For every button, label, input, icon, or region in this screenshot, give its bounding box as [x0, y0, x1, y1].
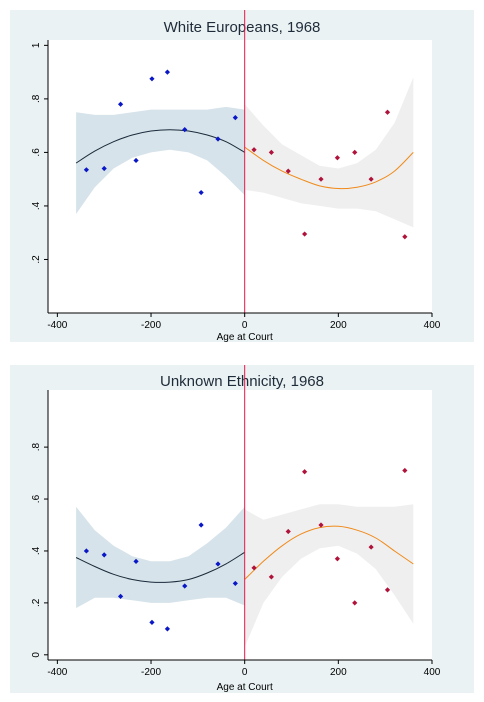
data-point-right: [318, 522, 324, 528]
data-point-right: [302, 231, 308, 237]
data-point-right: [402, 467, 408, 474]
data-point-left: [182, 127, 188, 133]
data-point-left: [149, 76, 155, 82]
data-point-right: [268, 574, 274, 580]
chart-title: White Europeans, 1968: [164, 19, 321, 36]
y-tick-label: 1: [31, 42, 42, 48]
y-tick-label: .4: [31, 201, 42, 210]
data-point-right: [251, 565, 257, 571]
data-point-right: [368, 544, 374, 550]
data-point-right: [352, 600, 358, 606]
data-point-left: [198, 522, 204, 528]
left-fit-line: [75, 551, 245, 583]
x-tick-label: 0: [242, 320, 248, 331]
data-point-left: [83, 167, 89, 173]
data-point-left: [232, 115, 238, 121]
right-fit-line: [244, 525, 414, 580]
data-point-left: [182, 583, 188, 589]
data-point-left: [164, 69, 171, 75]
x-tick-label: 200: [330, 667, 347, 678]
data-point-right: [334, 155, 341, 161]
data-point-left: [101, 552, 107, 558]
data-point-right: [384, 587, 391, 593]
data-point-left: [215, 561, 221, 567]
y-tick-label: .6: [31, 494, 42, 503]
x-tick-label: 400: [424, 667, 441, 678]
data-point-left: [101, 165, 107, 172]
y-tick-label: .4: [31, 546, 42, 555]
data-point-left: [117, 101, 124, 107]
x-axis-label: Age at Court: [217, 332, 273, 343]
data-point-left: [133, 157, 139, 164]
data-point-right: [352, 149, 358, 156]
data-point-right: [285, 168, 291, 174]
right-confidence-band: [244, 504, 414, 647]
x-tick-label: -200: [141, 667, 161, 678]
data-point-right: [268, 149, 274, 156]
chart-panel-2: Unknown Ethnicity, 1968 0 .2 .4 .6 .8 -400 -200…: [10, 365, 474, 693]
x-tick-label: -200: [141, 320, 161, 331]
y-tick-label: .6: [31, 148, 42, 157]
x-axis-label: Age at Court: [217, 682, 273, 693]
y-tick-label: .8: [31, 443, 42, 452]
data-point-left: [215, 136, 221, 142]
data-point-left: [133, 558, 139, 564]
y-tick-label: .8: [31, 94, 42, 103]
data-point-right: [368, 176, 374, 182]
data-point-right: [285, 528, 291, 535]
x-tick-label: -400: [47, 667, 67, 678]
chart-panel-1: White Europeans, 1968 .2 .4 .6 .8 1 -400 -200 0 2…: [10, 10, 474, 343]
x-tick-label: 0: [242, 667, 248, 678]
x-tick-label: 400: [424, 320, 441, 331]
data-point-left: [149, 619, 155, 625]
y-tick-label: .2: [31, 255, 42, 264]
data-point-left: [117, 593, 124, 599]
data-point-right: [384, 109, 391, 115]
data-point-left: [232, 580, 238, 587]
y-tick-label: .2: [31, 598, 42, 607]
data-point-right: [334, 556, 341, 562]
right-confidence-band: [244, 77, 414, 228]
data-point-right: [318, 176, 324, 182]
right-fit-line: [244, 146, 414, 190]
y-tick-label: 0: [31, 652, 42, 658]
x-tick-label: -400: [47, 320, 67, 331]
chart-title: Unknown Ethnicity, 1968: [160, 373, 324, 390]
data-point-left: [164, 626, 171, 632]
x-tick-label: 200: [330, 320, 347, 331]
data-point-right: [251, 147, 257, 153]
data-point-right: [302, 469, 308, 475]
left-confidence-band: [76, 506, 245, 609]
data-point-left: [198, 189, 204, 196]
data-point-left: [83, 548, 89, 554]
data-point-right: [402, 234, 408, 240]
